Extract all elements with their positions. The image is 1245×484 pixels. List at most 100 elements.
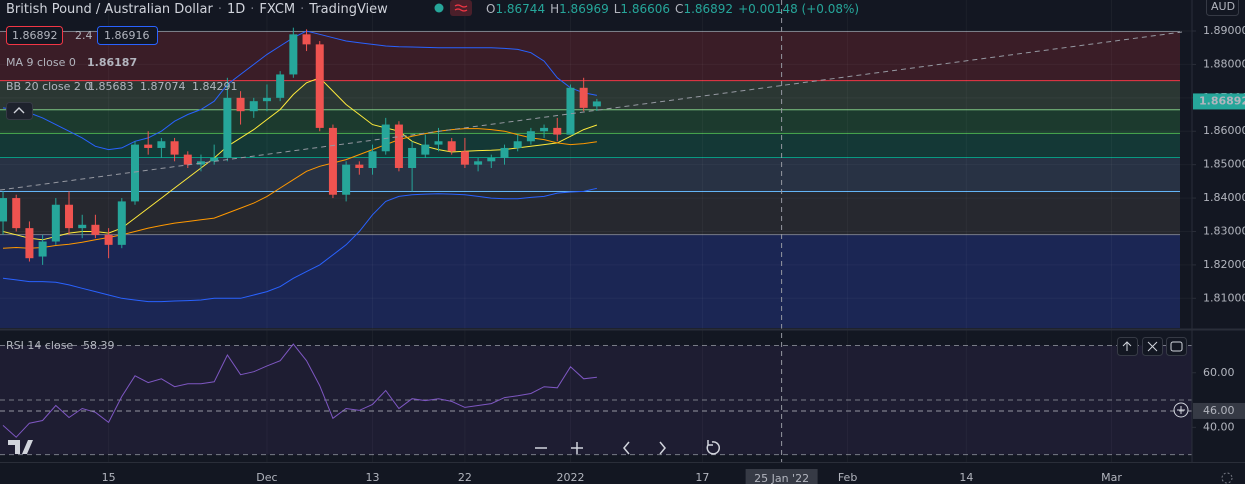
indicator-line [2,187,598,303]
candle-body [328,127,337,195]
candle-body [236,97,245,112]
y-tick-label: 40.00 [1203,420,1235,433]
candle-body [144,144,153,148]
ohlc-label: O [486,2,495,16]
y-tick-label: 1.81000 [1203,291,1245,304]
y-tick-label: 1.85000 [1203,158,1245,171]
candle-body [553,127,562,135]
spread: 2.4 [75,29,93,42]
add-alert-button[interactable] [1173,402,1189,418]
candle-body [355,164,364,168]
candle-body [381,124,390,152]
labels: British Pound / Australian Dollar · 1D · FXC… [6,0,1245,484]
pane-backgrounds [0,31,1192,455]
last-price-badge [1193,93,1245,110]
candle-body [540,127,549,132]
indicator-line [2,128,597,249]
zoom-in-button[interactable] [571,442,583,454]
candle-body [262,97,271,102]
x-tick-label: Dec [256,471,277,484]
separator: · [250,2,254,17]
add-icon [1177,406,1185,414]
candle-body [566,87,575,135]
bid-box[interactable] [6,26,63,45]
crosshair-value: 46.00 [1203,404,1235,417]
candle-body [421,144,430,155]
low-value: 1.86606 [620,2,670,16]
settings-icon[interactable] [1221,472,1233,484]
close-value: 1.86892 [683,2,733,16]
open-value: 1.86744 [495,2,545,16]
indicator-line [2,30,597,151]
move-up-icon [1122,341,1132,351]
candle-body [526,131,535,142]
candles [0,27,601,265]
collapse-legend[interactable] [6,102,33,120]
y-tick-label: 1.83000 [1203,224,1245,237]
candle-body [91,224,100,235]
trend-line [0,31,1183,191]
candle-body [183,154,192,165]
change: +0.00148 (+0.08%) [738,2,859,16]
candle-body [342,164,351,195]
indicator-line [2,77,598,241]
reset-button[interactable] [706,440,720,455]
x-tick-label: Feb [838,471,857,484]
y-tick-label: 60.00 [1203,366,1235,379]
last-price-label: 1.86892 [1199,94,1245,107]
scroll-left-button[interactable] [623,441,630,455]
crosshair-date: 25 Jan '22 [754,472,809,484]
candle-body [249,101,258,112]
candle-body [78,224,87,229]
candle-body [104,234,113,245]
candle-body [579,87,588,108]
candle-body [276,74,285,98]
candle-body [157,141,166,148]
candle-body [447,141,456,152]
ohlc-label: C [675,2,683,16]
market-status-dot[interactable] [434,3,444,13]
symbol: British Pound / Australian Dollar [6,2,213,17]
ma-value: 1.86187 [87,56,137,69]
fib-band [0,80,1180,110]
scroll-right-button[interactable] [659,441,666,455]
candle-body [513,141,522,148]
ma-legend: MA 9 close 0 [6,56,76,69]
y-tick-label: 1.86000 [1203,124,1245,137]
status-badge[interactable] [450,0,472,16]
x-tick-label: 14 [959,471,973,484]
source: TradingView [308,2,388,17]
x-tick-label: Mar [1101,471,1122,484]
candle-body [38,241,47,257]
x-tick-label: 15 [102,471,116,484]
candle-body [302,34,311,45]
candle-body [12,198,21,229]
candle-body [51,204,60,242]
logo[interactable] [8,440,33,454]
grid [0,31,1192,456]
bid-price: 1.86892 [12,29,58,42]
symbol-header: British Pound / Australian Dollar · 1D · FXC… [6,2,388,17]
fib-band [0,156,1180,192]
ask-box[interactable] [97,26,158,45]
currency-button[interactable] [1206,0,1239,16]
separator: · [300,2,304,17]
y-tick-label: 1.88000 [1203,57,1245,70]
bb-upper-value: 1.87074 [140,80,186,93]
interval: 1D [227,2,245,17]
candle-body [460,151,469,165]
x-tick-label: 22 [458,471,472,484]
candle-body [408,147,417,168]
candle-body [315,44,324,128]
exchange: FXCM [259,2,295,17]
fib-band [0,132,1180,157]
candle-body [0,198,8,222]
maximize-pane-button[interactable] [1166,337,1187,356]
ohlc-legend: O1.86744 H1.86969 L1.86606 C1.86892 +0.00148… [486,2,859,16]
ask-price: 1.86916 [104,29,150,42]
rsi-value: 58.39 [83,339,115,352]
rsi-line [2,343,597,438]
crosshair-value-badge [1193,402,1245,419]
candle-body [592,101,601,107]
